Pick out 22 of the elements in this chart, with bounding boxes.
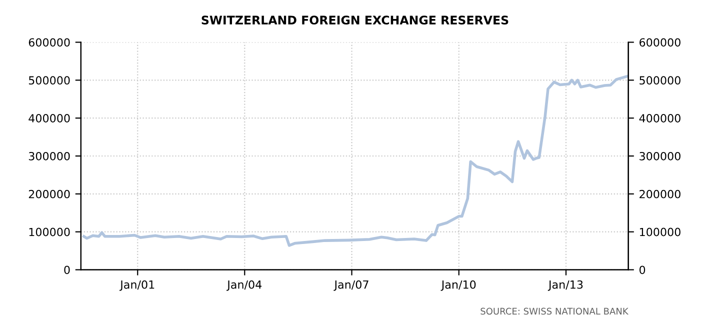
y-tick-label: 500000 <box>28 76 70 85</box>
y2-tick-label: 400000 <box>639 114 680 122</box>
y-tick-label: 400000 <box>28 114 70 122</box>
y2-tick-label: 0 <box>640 266 646 274</box>
x-tick-label: Jan/07 <box>334 280 368 291</box>
y2-tick-label: 300000 <box>640 152 680 160</box>
y2-tick-label: 200000 <box>640 190 680 198</box>
y-tick-label: 200000 <box>28 190 70 198</box>
y2-tick-label: 600000 <box>640 38 680 47</box>
x-tick-label: Jan/10 <box>440 280 476 291</box>
x-tick-label: Jan/01 <box>120 280 154 291</box>
y-tick-label: 300000 <box>28 152 70 160</box>
y2-tick-label: 500000 <box>640 76 680 85</box>
y-tick-label: 100000 <box>29 228 70 236</box>
y-tick-label: 600000 <box>28 38 70 47</box>
y-tick-label: 0 <box>64 266 70 274</box>
x-tick-label: Jan/04 <box>226 280 262 291</box>
source-note: SOURCE: SWISS NATIONAL BANK <box>480 308 629 315</box>
chart-title: SWITZERLAND FOREIGN EXCHANGE RESERVES <box>202 16 508 25</box>
x-tick-label: Jan/13 <box>548 280 583 291</box>
y2-tick-label: 100000 <box>640 228 680 236</box>
line-series <box>82 74 628 247</box>
